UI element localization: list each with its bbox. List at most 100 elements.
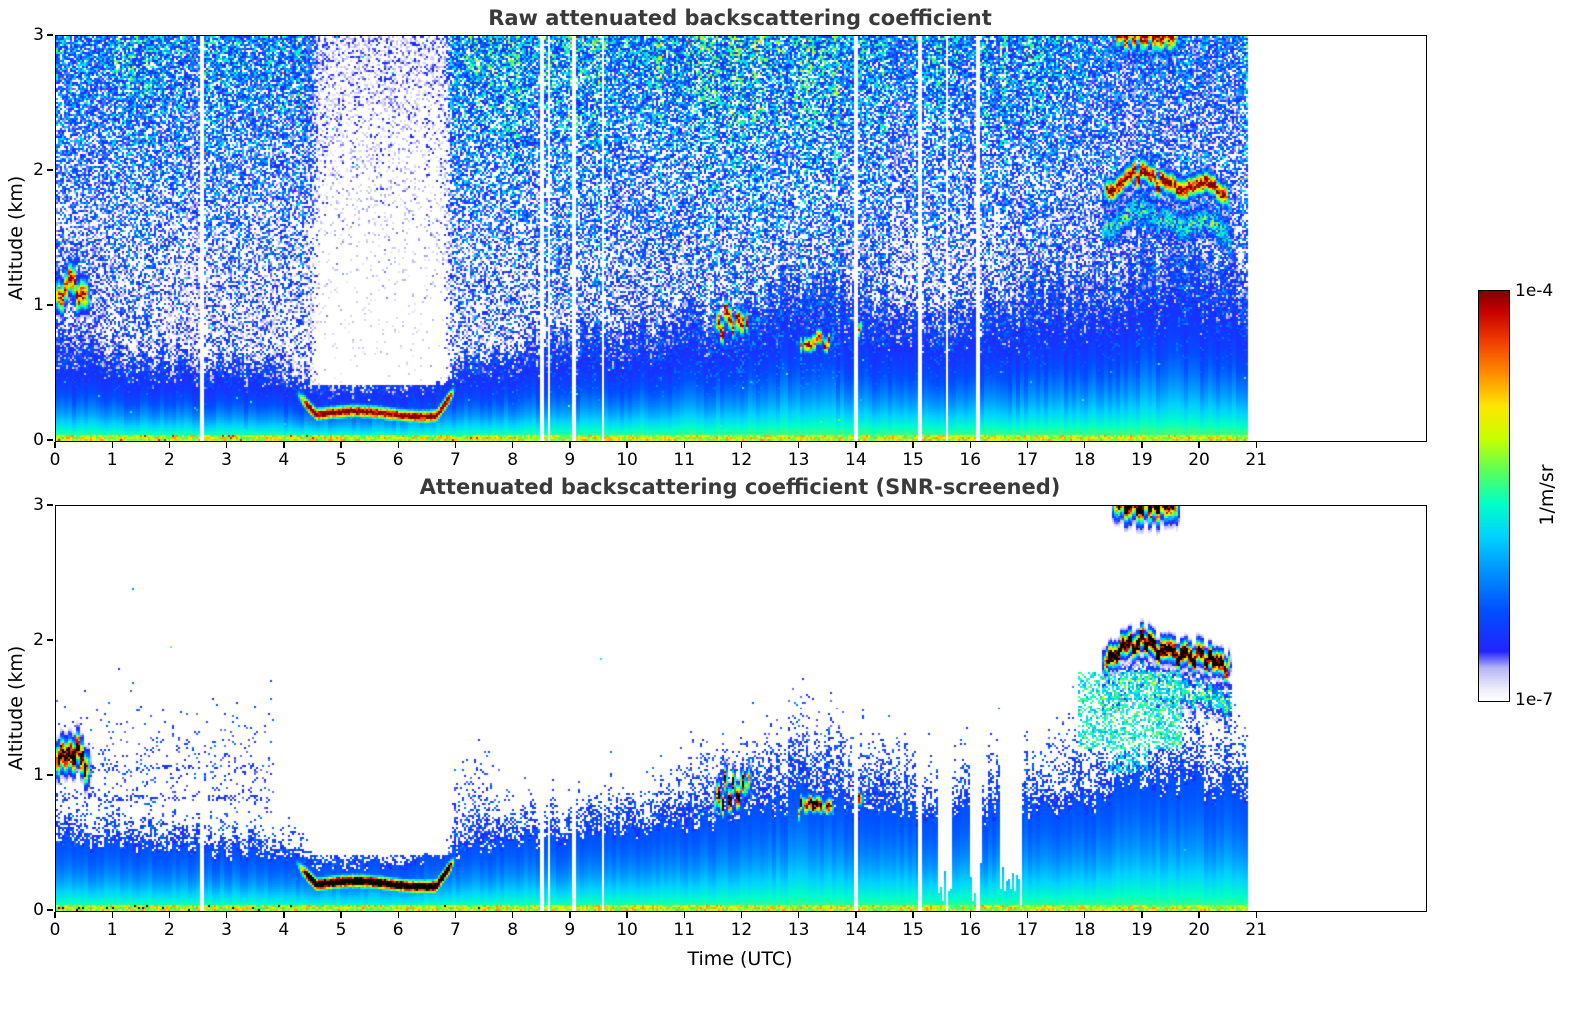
y-tick-label: 3 (33, 495, 44, 515)
x-tick-label: 7 (449, 920, 461, 940)
x-tick-label: 10 (616, 920, 638, 940)
x-tick-label: 11 (673, 450, 696, 470)
x-tick-label: 6 (392, 450, 404, 470)
y-tick-mark (47, 774, 53, 776)
x-tick-label: 1 (106, 450, 118, 470)
x-tick-label: 5 (335, 450, 347, 470)
x-tick-mark (683, 442, 685, 448)
x-tick-mark (511, 912, 514, 918)
x-tick-label: 0 (49, 450, 61, 470)
y-axis-label-top: Altitude (km) (5, 175, 27, 301)
x-tick-label: 15 (902, 920, 924, 940)
x-tick-label: 18 (1073, 450, 1096, 470)
x-tick-label: 20 (1188, 920, 1210, 940)
x-tick-mark (283, 442, 285, 448)
top-panel-title: Raw attenuated backscattering coefficien… (488, 6, 992, 30)
x-tick-label: 1 (106, 920, 118, 940)
x-tick-mark (54, 442, 56, 448)
x-tick-mark (1198, 442, 1200, 448)
x-tick-mark (340, 912, 342, 918)
y-tick-mark (47, 639, 53, 641)
x-tick-label: 3 (221, 920, 233, 940)
x-tick-label: 16 (959, 920, 982, 940)
colorbar-unit-label: 1/m/sr (1536, 464, 1558, 526)
x-tick-mark (797, 442, 800, 448)
x-tick-label: 20 (1188, 450, 1210, 470)
y-tick-label: 3 (33, 25, 44, 45)
x-tick-mark (626, 442, 628, 448)
x-tick-mark (912, 442, 914, 448)
bottom-panel-title: Attenuated backscattering coefficient (S… (419, 475, 1061, 499)
x-tick-mark (168, 912, 171, 918)
x-tick-mark (1198, 912, 1200, 918)
colorbar-canvas (1479, 291, 1509, 701)
colorbar-min-label: 1e-7 (1515, 690, 1554, 710)
x-tick-label: 17 (1016, 920, 1039, 940)
y-tick-mark (47, 439, 53, 441)
screened-heatmap-canvas (56, 506, 1426, 911)
x-tick-mark (511, 442, 514, 448)
x-tick-mark (1083, 912, 1086, 918)
y-tick-label: 0 (33, 900, 44, 920)
x-tick-label: 2 (163, 450, 175, 470)
x-tick-mark (569, 912, 571, 918)
x-tick-mark (569, 442, 571, 448)
x-tick-label: 4 (278, 920, 290, 940)
x-tick-label: 13 (787, 920, 810, 940)
raw-heatmap-canvas (56, 36, 1426, 441)
x-tick-label: 9 (564, 450, 576, 470)
x-tick-mark (168, 442, 171, 448)
x-tick-mark (454, 442, 457, 448)
screened-backscatter-heatmap (55, 505, 1427, 912)
x-tick-mark (111, 442, 113, 448)
x-tick-mark (969, 442, 971, 448)
y-tick-mark (47, 169, 53, 171)
y-tick-mark (47, 909, 53, 911)
x-tick-mark (225, 912, 228, 918)
x-tick-mark (1141, 912, 1143, 918)
x-tick-label: 18 (1073, 920, 1096, 940)
x-tick-label: 8 (507, 450, 519, 470)
x-tick-label: 10 (616, 450, 638, 470)
colorbar-max-label: 1e-4 (1515, 281, 1554, 301)
y-tick-label: 0 (33, 430, 44, 450)
x-tick-label: 0 (49, 920, 61, 940)
x-tick-mark (626, 912, 628, 918)
x-tick-label: 12 (730, 450, 753, 470)
x-tick-label: 2 (163, 920, 175, 940)
x-tick-label: 19 (1131, 920, 1153, 940)
x-tick-mark (397, 912, 399, 918)
x-tick-mark (740, 442, 743, 448)
x-tick-mark (1026, 442, 1029, 448)
x-tick-label: 3 (221, 450, 233, 470)
x-tick-label: 4 (278, 450, 290, 470)
x-tick-label: 13 (787, 450, 810, 470)
x-tick-label: 14 (845, 920, 867, 940)
x-tick-mark (740, 912, 743, 918)
y-tick-label: 1 (33, 765, 44, 785)
x-tick-label: 14 (845, 450, 867, 470)
x-tick-label: 17 (1016, 450, 1039, 470)
y-tick-label: 1 (33, 295, 44, 315)
x-tick-label: 5 (335, 920, 347, 940)
x-tick-label: 9 (564, 920, 576, 940)
x-tick-mark (397, 442, 399, 448)
x-tick-mark (969, 912, 971, 918)
x-tick-mark (454, 912, 457, 918)
y-tick-label: 2 (33, 160, 44, 180)
x-tick-mark (1083, 442, 1086, 448)
x-tick-label: 15 (902, 450, 924, 470)
y-tick-label: 2 (33, 630, 44, 650)
x-tick-mark (225, 442, 228, 448)
raw-backscatter-heatmap (55, 35, 1427, 442)
x-axis-label: Time (UTC) (687, 948, 793, 970)
x-tick-label: 19 (1131, 450, 1153, 470)
x-tick-label: 6 (392, 920, 404, 940)
x-tick-mark (797, 912, 800, 918)
x-tick-mark (1026, 912, 1029, 918)
x-tick-label: 7 (449, 450, 461, 470)
x-tick-mark (340, 442, 342, 448)
x-tick-label: 8 (507, 920, 519, 940)
x-tick-mark (111, 912, 113, 918)
